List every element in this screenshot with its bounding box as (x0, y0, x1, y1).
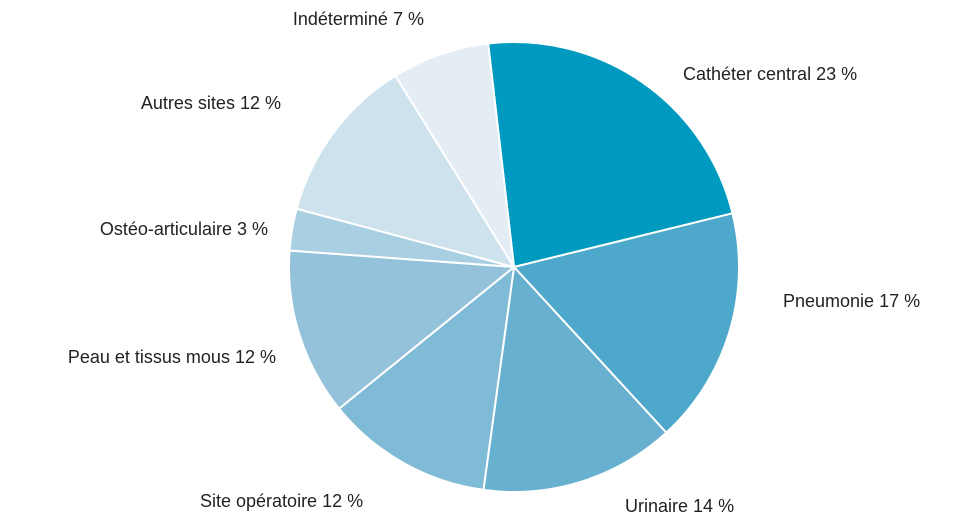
slice-label: Pneumonie 17 % (783, 291, 920, 311)
slice-value-label: 12 % (235, 347, 276, 367)
slice-label: Cathéter central 23 % (683, 64, 857, 84)
slice-name: Peau et tissus mous (68, 347, 230, 367)
pie-slice (512, 212, 740, 435)
pie-slice (487, 41, 734, 269)
slice-label: Ostéo-articulaire 3 % (100, 219, 268, 239)
slice-name: Cathéter central (683, 64, 811, 84)
slice-label: Peau et tissus mous 12 % (68, 347, 276, 367)
pie-slice (295, 74, 517, 269)
slice-label: Urinaire 14 % (625, 496, 734, 516)
slice-value-label: 7 % (393, 9, 424, 29)
pie-slice (482, 264, 668, 493)
slice-name: Site opératoire (200, 491, 317, 511)
slice-value-label: 23 % (816, 64, 857, 84)
slice-label: Site opératoire 12 % (200, 491, 363, 511)
slice-name: Pneumonie (783, 291, 874, 311)
slice-name: Autres sites (141, 93, 235, 113)
pie-slice (288, 249, 517, 411)
slice-value-label: 3 % (237, 219, 268, 239)
slice-value-label: 14 % (693, 496, 734, 516)
slice-name: Urinaire (625, 496, 688, 516)
slice-value-label: 12 % (240, 93, 281, 113)
pie-slice (337, 264, 516, 492)
slice-name: Ostéo-articulaire (100, 219, 232, 239)
pie-slice (394, 42, 515, 268)
slice-value-label: 12 % (322, 491, 363, 511)
slice-label: Autres sites 12 % (141, 93, 281, 113)
slice-value-label: 17 % (879, 291, 920, 311)
slice-name: Indéterminé (293, 9, 388, 29)
slice-label: Indéterminé 7 % (293, 9, 424, 29)
